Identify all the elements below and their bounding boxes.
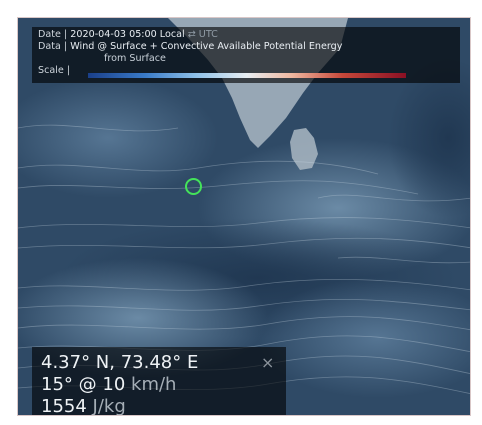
info-panel: Date | 2020-04-03 05:00 Local ⇄ UTC Data… (32, 27, 460, 83)
wind-direction: 15° (41, 374, 73, 395)
map-view[interactable]: Date | 2020-04-03 05:00 Local ⇄ UTC Data… (17, 17, 471, 416)
scale-label: Scale | (38, 65, 71, 76)
data-value[interactable]: Wind @ Surface + Convective Available Po… (70, 41, 343, 52)
wind-at: @ (78, 374, 97, 395)
cape-unit[interactable]: J/kg (92, 396, 126, 416)
date-row: Date | 2020-04-03 05:00 Local ⇄ UTC (38, 29, 454, 41)
coordinates: 4.37° N, 73.48° E (41, 352, 199, 373)
spot-readout-panel: 4.37° N, 73.48° E × 15° @ 10 km/h 1554 J… (32, 347, 286, 416)
location-marker-icon[interactable] (185, 178, 202, 195)
close-icon[interactable]: × (261, 353, 275, 372)
data-row: Data | Wind @ Surface + Convective Avail… (38, 41, 454, 53)
land-sri-lanka (290, 128, 318, 170)
date-label: Date | (38, 29, 68, 40)
color-scale-bar[interactable] (88, 73, 406, 78)
wind-unit[interactable]: km/h (131, 374, 177, 395)
cape-line: 1554 J/kg (41, 396, 286, 416)
cape-value: 1554 (41, 396, 87, 416)
utc-toggle[interactable]: ⇄ UTC (187, 29, 218, 40)
scale-row: Scale | (38, 65, 454, 77)
wind-line: 15° @ 10 km/h (41, 374, 286, 396)
data-label: Data | (38, 41, 68, 52)
coordinates-line: 4.37° N, 73.48° E (41, 352, 286, 374)
date-value[interactable]: 2020-04-03 05:00 Local (70, 29, 185, 40)
data-value-continued: from Surface (104, 53, 166, 64)
wind-speed: 10 (102, 374, 126, 395)
